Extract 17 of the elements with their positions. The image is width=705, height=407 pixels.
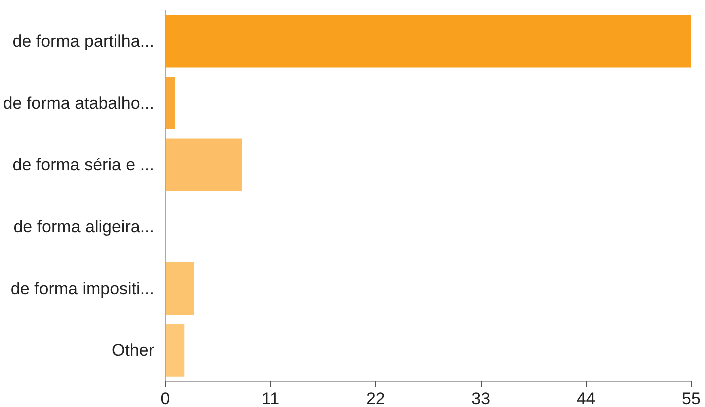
bar — [166, 324, 185, 377]
bar — [166, 76, 176, 130]
y-tick-label: de forma atabalho... — [3, 94, 155, 113]
y-tick-label: Other — [112, 341, 155, 360]
x-tick-label: 22 — [366, 390, 386, 407]
x-tick-label: 0 — [160, 390, 170, 407]
bar — [166, 138, 242, 192]
y-tick-label: de forma séria e ... — [12, 156, 155, 175]
x-tick-label: 55 — [682, 390, 701, 407]
y-tick-label: de forma aligeira... — [14, 217, 155, 236]
x-tick-label: 11 — [262, 390, 280, 407]
y-tick-label: de forma impositi... — [10, 279, 155, 298]
bar — [166, 15, 692, 68]
x-tick-label: 44 — [576, 390, 596, 407]
bar — [166, 262, 194, 316]
x-tick-label: 33 — [472, 390, 491, 407]
y-tick-label: de forma partilha... — [12, 32, 155, 51]
